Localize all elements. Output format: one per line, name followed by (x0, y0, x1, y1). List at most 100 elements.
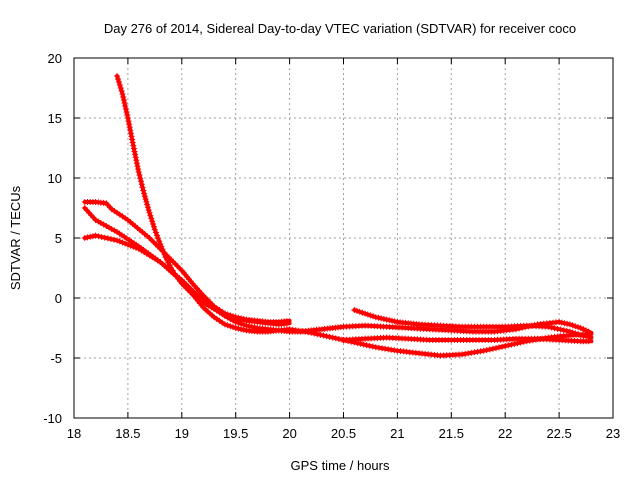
data-point (104, 235, 111, 242)
data-point (572, 323, 579, 330)
data-point (240, 326, 247, 333)
data-point (383, 316, 390, 323)
y-tick-label: -10 (43, 411, 62, 426)
data-point (147, 212, 154, 219)
data-point (87, 233, 94, 240)
y-tick-label: -5 (50, 351, 62, 366)
data-point (566, 328, 573, 335)
data-point (569, 329, 576, 336)
data-point (391, 318, 398, 325)
x-tick-label: 19.5 (223, 426, 248, 441)
x-tick-label: 23 (606, 426, 620, 441)
data-point (548, 324, 555, 331)
data-point (329, 334, 336, 341)
data-point (362, 310, 369, 317)
data-point (351, 307, 358, 313)
data-point (116, 238, 123, 245)
data-point (499, 343, 506, 350)
data-point (308, 329, 315, 336)
data-point (370, 313, 377, 320)
data-point (493, 345, 499, 352)
data-point (136, 172, 143, 179)
data-point (115, 76, 121, 82)
data-point (122, 240, 129, 247)
data-point (120, 97, 127, 103)
data-point (360, 341, 367, 348)
data-point (232, 325, 239, 331)
data-point (283, 320, 290, 327)
series-track-5 (351, 307, 594, 340)
data-point (84, 234, 91, 241)
data-point (119, 91, 126, 97)
data-point (132, 151, 139, 158)
data-point (121, 100, 128, 106)
y-tick-label: 5 (55, 231, 62, 246)
data-point (141, 193, 148, 200)
data-point (154, 232, 160, 239)
data-point (151, 226, 158, 233)
x-tick-label: 20 (282, 426, 296, 441)
data-point (556, 319, 563, 325)
data-point (554, 325, 561, 332)
data-point (150, 221, 157, 227)
data-point (238, 326, 245, 333)
data-point (116, 82, 123, 88)
data-point (148, 215, 155, 222)
data-point (101, 234, 108, 241)
data-point (129, 139, 136, 146)
data-point (486, 346, 493, 353)
data-point (357, 340, 364, 347)
data-point (364, 311, 371, 318)
x-tick-label: 21.5 (439, 426, 464, 441)
data-point (133, 157, 140, 164)
data-point (295, 327, 302, 334)
data-point (108, 236, 114, 242)
data-point (489, 345, 496, 352)
data-point (123, 109, 130, 115)
data-point (122, 106, 129, 112)
data-point (141, 190, 148, 197)
x-tick-label: 18.5 (115, 426, 140, 441)
data-point (366, 342, 373, 349)
chart-title: Day 276 of 2014, Sidereal Day-to-day VTE… (104, 21, 576, 36)
data-point (134, 163, 141, 170)
data-point (502, 343, 509, 349)
data-point (81, 235, 88, 241)
data-point (127, 130, 134, 137)
data-point (230, 324, 236, 331)
data-point (117, 85, 124, 91)
data-point (468, 349, 475, 356)
data-point (111, 236, 117, 243)
data-point (125, 118, 132, 125)
data-point (133, 160, 140, 167)
y-tick-label: 0 (55, 291, 62, 306)
data-point (137, 175, 144, 182)
data-point (575, 331, 581, 338)
data-point (572, 330, 579, 337)
data-point (114, 237, 121, 244)
data-point (480, 347, 487, 354)
data-point (372, 314, 379, 321)
data-point (332, 335, 339, 342)
data-point (505, 342, 512, 349)
data-point (126, 124, 133, 131)
data-point (577, 332, 584, 339)
data-point (240, 321, 247, 328)
x-tick-label: 20.5 (331, 426, 356, 441)
data-point (224, 322, 231, 329)
data-point (146, 209, 153, 216)
series-track-6 (340, 334, 594, 345)
grid-lines (74, 58, 613, 418)
data-point (221, 321, 228, 328)
data-point (138, 181, 145, 188)
data-point (95, 233, 102, 240)
data-point (238, 320, 245, 327)
data-point (151, 223, 157, 230)
data-point (143, 198, 150, 205)
data-point (320, 332, 327, 339)
data-point (156, 238, 163, 245)
data-point (235, 325, 242, 332)
data-point (511, 340, 518, 347)
data-point (561, 320, 568, 327)
data-point (580, 332, 587, 339)
